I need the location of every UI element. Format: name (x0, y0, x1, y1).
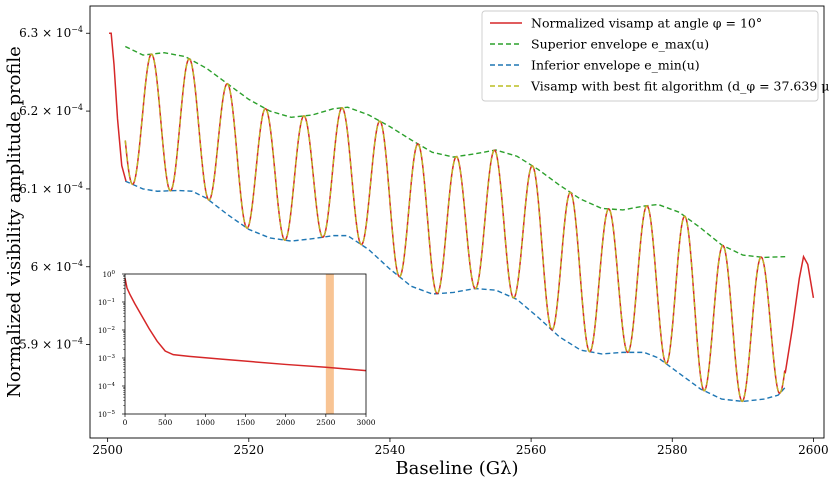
inset-y-tick-label: 10−1 (98, 298, 115, 307)
main-x-ticks: 2500 2520 2540 2560 2580 2600 (92, 438, 829, 457)
visamp-line-start (109, 32, 127, 182)
x-axis-label: Baseline (Gλ) (395, 458, 518, 479)
inset-y-tick-label: 100 (103, 270, 116, 279)
legend: Normalized visamp at angle φ = 10° Superi… (481, 10, 830, 102)
inset-y-tick-label: 10−5 (98, 410, 116, 419)
inset-x-ticks: 0 500 1000 1500 2000 2500 3000 (123, 414, 376, 427)
legend-label: Superior envelope e_max(u) (531, 37, 709, 52)
inset-x-tick-label: 0 (123, 418, 128, 427)
x-tick-label: 2540 (375, 443, 406, 457)
x-tick-label: 2520 (234, 443, 265, 457)
x-tick-label: 2580 (657, 443, 688, 457)
y-tick-label: 6.1 × 10−4 (19, 181, 83, 196)
main-series-group (109, 32, 815, 403)
legend-item: Visamp with best fit algorithm (d_φ = 37… (490, 79, 830, 94)
y-tick-label: 6 × 10−4 (31, 259, 83, 274)
inset-x-tick-label: 2500 (316, 418, 335, 427)
legend-item: Inferior envelope e_min(u) (490, 58, 700, 73)
x-tick-label: 2600 (798, 443, 829, 457)
x-tick-label: 2560 (516, 443, 547, 457)
y-tick-label: 5.9 × 10−4 (19, 337, 83, 352)
legend-label: Inferior envelope e_min(u) (531, 58, 700, 73)
legend-box (481, 10, 819, 102)
inset-y-tick-label: 10−4 (98, 382, 116, 391)
inset-x-tick-label: 1500 (236, 418, 255, 427)
inset-highlight-band (325, 274, 334, 414)
y-tick-label: 6.3 × 10−4 (19, 25, 83, 40)
main-y-ticks: 5.9 × 10−4 6 × 10−4 6.1 × 10−4 6.2 × 10−4 6.… (19, 25, 90, 352)
inset-x-tick-label: 1000 (196, 418, 215, 427)
y-axis-label: Normalized visibility amplitude profile (4, 46, 25, 398)
inset-x-tick-label: 2000 (276, 418, 295, 427)
inset-axes: 0 500 1000 1500 2000 2500 3000 100 10−1 10−2 10−3… (98, 270, 376, 427)
inferior-envelope-line (125, 180, 786, 403)
superior-envelope-line (124, 45, 786, 259)
inset-y-tick-label: 10−2 (98, 326, 115, 335)
best-fit-line (124, 53, 786, 402)
legend-label: Visamp with best fit algorithm (d_φ = 37… (530, 79, 830, 94)
inset-x-tick-label: 3000 (356, 418, 375, 427)
legend-label: Normalized visamp at angle φ = 10° (531, 16, 762, 31)
inset-x-tick-label: 500 (158, 418, 173, 427)
main-plot-frame (89, 5, 825, 439)
legend-item: Superior envelope e_max(u) (490, 37, 709, 52)
x-tick-label: 2500 (92, 443, 123, 457)
legend-item: Normalized visamp at angle φ = 10° (490, 16, 762, 31)
y-tick-label: 6.2 × 10−4 (19, 103, 83, 118)
inset-visamp-line (124, 278, 367, 372)
main-axes: 2500 2520 2540 2560 2580 2600 5.9 × 10−4 6 × 1… (4, 5, 829, 479)
inset-y-ticks: 100 10−1 10−2 10−3 10−4 10−5 (98, 270, 125, 419)
inset-y-tick-label: 10−3 (98, 354, 116, 363)
inset-series-group (124, 278, 367, 372)
visamp-line-end (784, 254, 815, 374)
